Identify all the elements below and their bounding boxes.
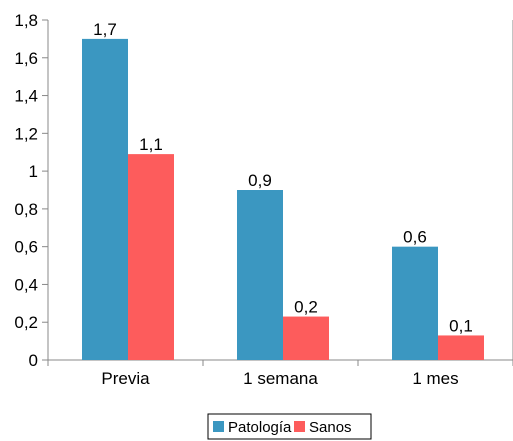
y-tick-label: 0,8 — [14, 200, 38, 219]
bar-patolog-a-2 — [392, 246, 438, 360]
y-tick-label: 1 — [29, 162, 38, 181]
bar-sanos-2 — [438, 335, 484, 360]
bars — [82, 38, 484, 361]
x-tick-label: 1 mes — [412, 369, 458, 388]
bar-sanos-1 — [283, 316, 329, 360]
x-tick-label: 1 semana — [243, 369, 318, 388]
y-tick-label: 1,4 — [14, 87, 38, 106]
data-label: 0,2 — [294, 298, 318, 317]
y-tick-label: 0,4 — [14, 275, 38, 294]
data-label: 0,1 — [449, 316, 473, 335]
data-labels: 1,7 0,9 0,6 1,1 0,2 0,1 — [93, 20, 473, 336]
x-tick-label: Previa — [101, 369, 150, 388]
legend-label: Patología — [228, 419, 292, 436]
y-tick-label: 0,6 — [14, 238, 38, 257]
bar-patolog-a-1 — [237, 190, 283, 360]
y-tick-label: 0 — [29, 351, 38, 370]
x-axis: Previa 1 semana 1 mes — [47, 360, 513, 388]
bar-sanos-0 — [128, 154, 174, 360]
data-label: 1,7 — [93, 20, 117, 39]
y-tick-label: 1,8 — [14, 11, 38, 30]
y-axis: 0 0,2 0,4 0,6 0,8 1 1,2 1,4 1,6 1,8 — [14, 11, 48, 370]
y-tick-label: 1,2 — [14, 124, 38, 143]
data-label: 0,9 — [248, 171, 272, 190]
y-tick-label: 1,6 — [14, 49, 38, 68]
legend: Patología Sanos — [207, 413, 372, 440]
legend-box — [207, 413, 372, 440]
data-label: 1,1 — [139, 135, 163, 154]
bar-patolog-a-0 — [82, 38, 128, 361]
y-tick-label: 0,2 — [14, 313, 38, 332]
legend-swatch — [294, 421, 305, 432]
data-label: 0,6 — [403, 228, 427, 247]
legend-label: Sanos — [309, 419, 352, 436]
legend-swatch — [213, 421, 224, 432]
